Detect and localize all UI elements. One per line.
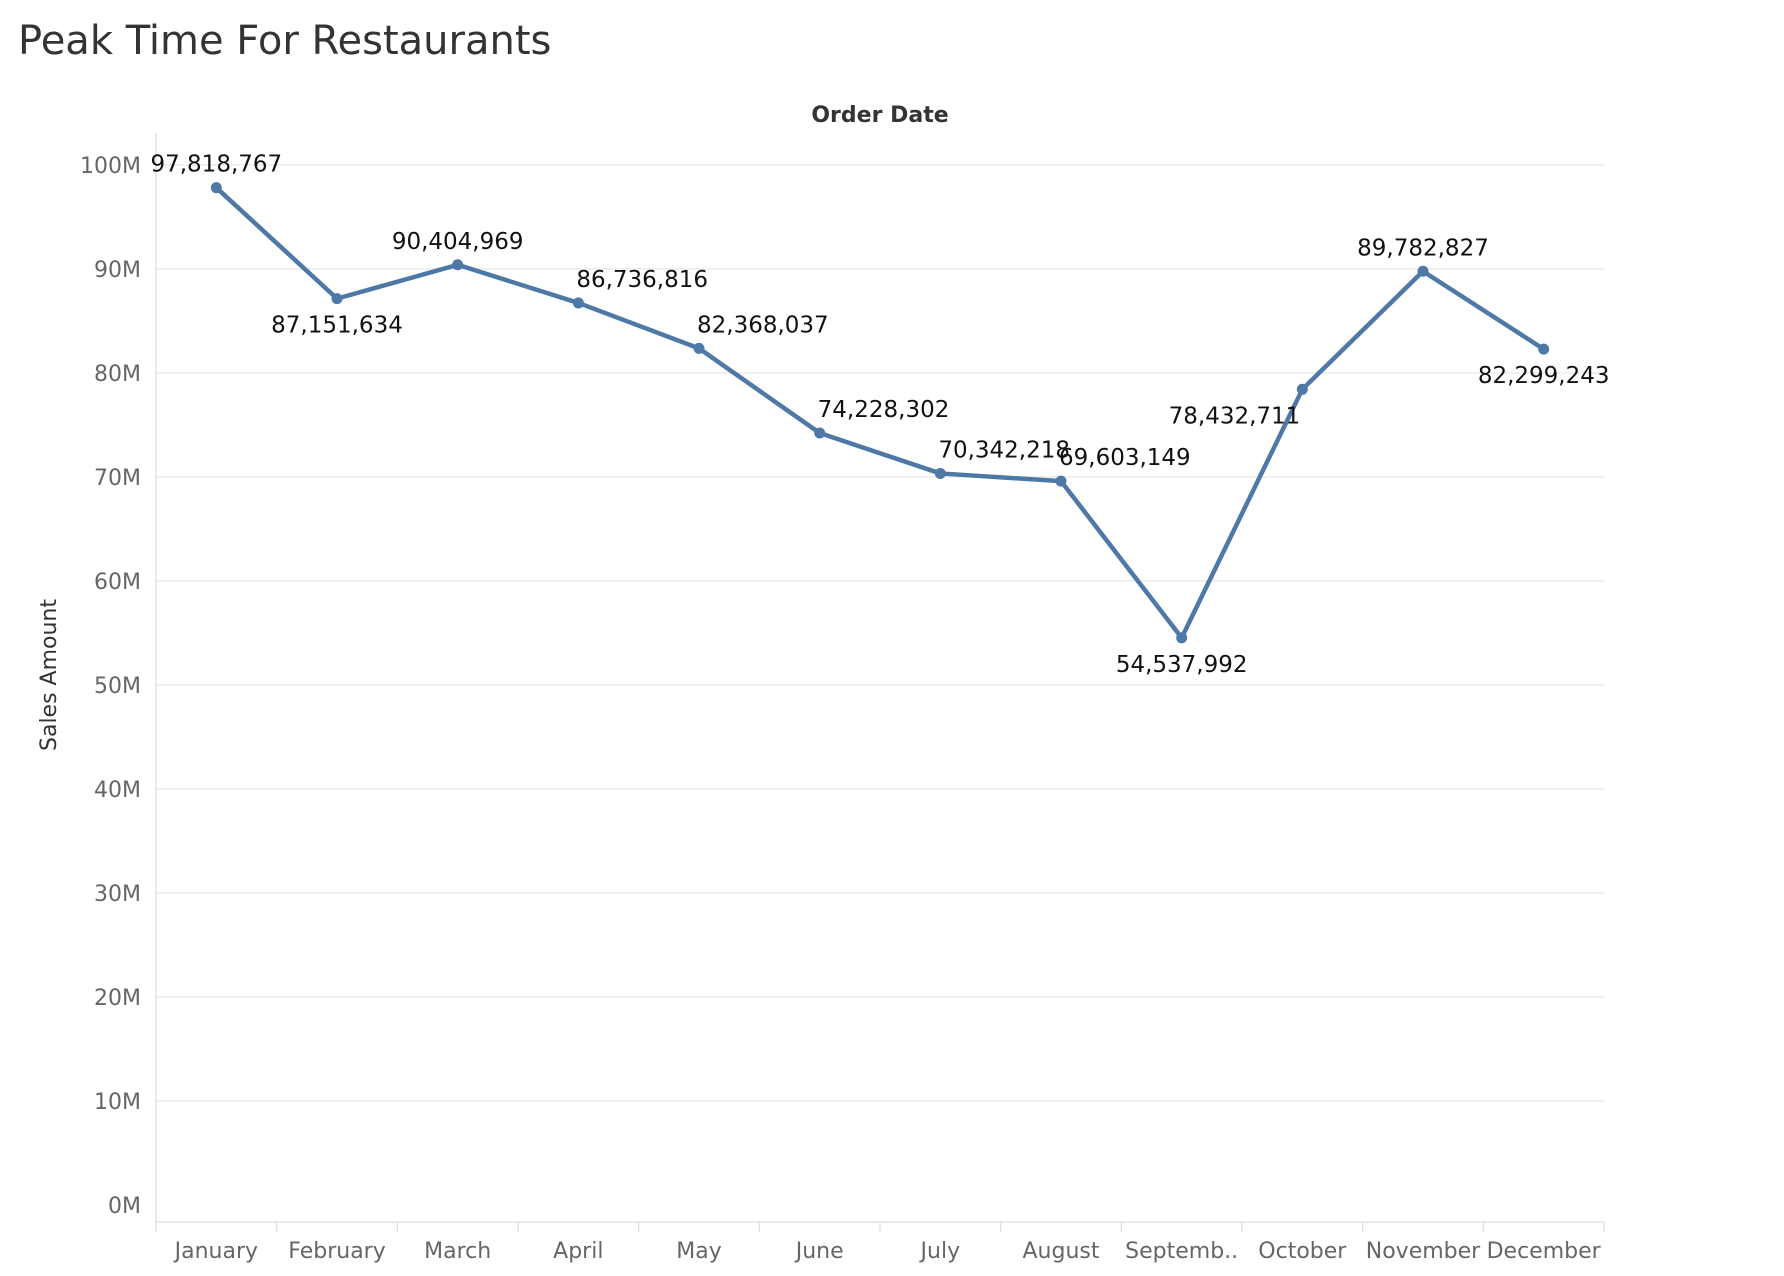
- data-point: [331, 293, 343, 305]
- x-tick-label: April: [553, 1239, 603, 1264]
- data-point: [814, 427, 826, 439]
- y-tick-label: 40M: [94, 778, 141, 803]
- data-point: [1176, 632, 1188, 644]
- x-tick-label: Septemb..: [1125, 1239, 1238, 1264]
- data-label: 54,537,992: [1116, 652, 1248, 678]
- y-tick-label: 20M: [94, 986, 141, 1011]
- chart-title: Peak Time For Restaurants: [18, 18, 552, 64]
- data-labels: 97,818,767 87,151,634 90,404,969 86,736,816…: [150, 152, 1609, 678]
- x-tick-label: October: [1258, 1239, 1347, 1264]
- y-tick-label: 50M: [94, 674, 141, 699]
- gridlines: [156, 164, 1604, 1102]
- data-point: [1055, 475, 1067, 487]
- data-label: 90,404,969: [392, 229, 524, 255]
- data-label: 82,368,037: [697, 312, 829, 338]
- x-tick-label: February: [288, 1239, 386, 1264]
- data-point: [210, 182, 222, 194]
- data-point: [934, 467, 946, 479]
- x-tick-label: May: [676, 1239, 721, 1264]
- y-tick-label: 10M: [94, 1090, 141, 1115]
- data-label: 86,736,816: [576, 267, 708, 293]
- y-tick-label: 80M: [94, 362, 141, 387]
- y-tick-labels: 0M 10M 20M 30M 40M 50M 60M 70M 80M 90M 100M: [80, 154, 141, 1219]
- y-tick-label: 60M: [94, 570, 141, 595]
- data-point: [1417, 265, 1429, 277]
- x-tick-label: November: [1366, 1239, 1481, 1264]
- y-axis-title: Sales Amount: [37, 599, 62, 751]
- data-point: [452, 259, 464, 271]
- x-tick-label: March: [424, 1239, 491, 1264]
- data-label: 70,342,218: [938, 437, 1070, 463]
- column-header-order-date: Order Date: [811, 103, 948, 128]
- y-tick-label: 30M: [94, 882, 141, 907]
- series-sales-amount: [210, 182, 1550, 644]
- axes: [155, 133, 1604, 1223]
- data-label: 97,818,767: [150, 152, 282, 178]
- x-tick-label: June: [794, 1239, 844, 1264]
- x-tick-label: August: [1023, 1239, 1100, 1264]
- y-tick-label: 100M: [80, 154, 141, 179]
- y-tick-label: 70M: [94, 466, 141, 491]
- x-tick-label: January: [173, 1239, 258, 1264]
- x-tick-label: July: [919, 1239, 961, 1264]
- data-label: 74,228,302: [818, 397, 950, 423]
- data-point: [1538, 343, 1550, 355]
- data-label: 89,782,827: [1357, 235, 1489, 261]
- x-tick-label: December: [1487, 1239, 1602, 1264]
- data-point: [693, 342, 705, 354]
- data-label: 82,299,243: [1478, 363, 1610, 389]
- data-point: [572, 297, 584, 309]
- series-line: [214, 186, 1545, 641]
- data-label: 78,432,711: [1169, 403, 1301, 429]
- y-tick-label: 90M: [94, 258, 141, 283]
- x-tick-labels: January February March April May June July Augu…: [155, 1222, 1605, 1264]
- data-point: [1296, 383, 1308, 395]
- data-label: 87,151,634: [271, 313, 403, 339]
- data-label: 69,603,149: [1059, 445, 1191, 471]
- y-tick-label: 0M: [108, 1194, 141, 1219]
